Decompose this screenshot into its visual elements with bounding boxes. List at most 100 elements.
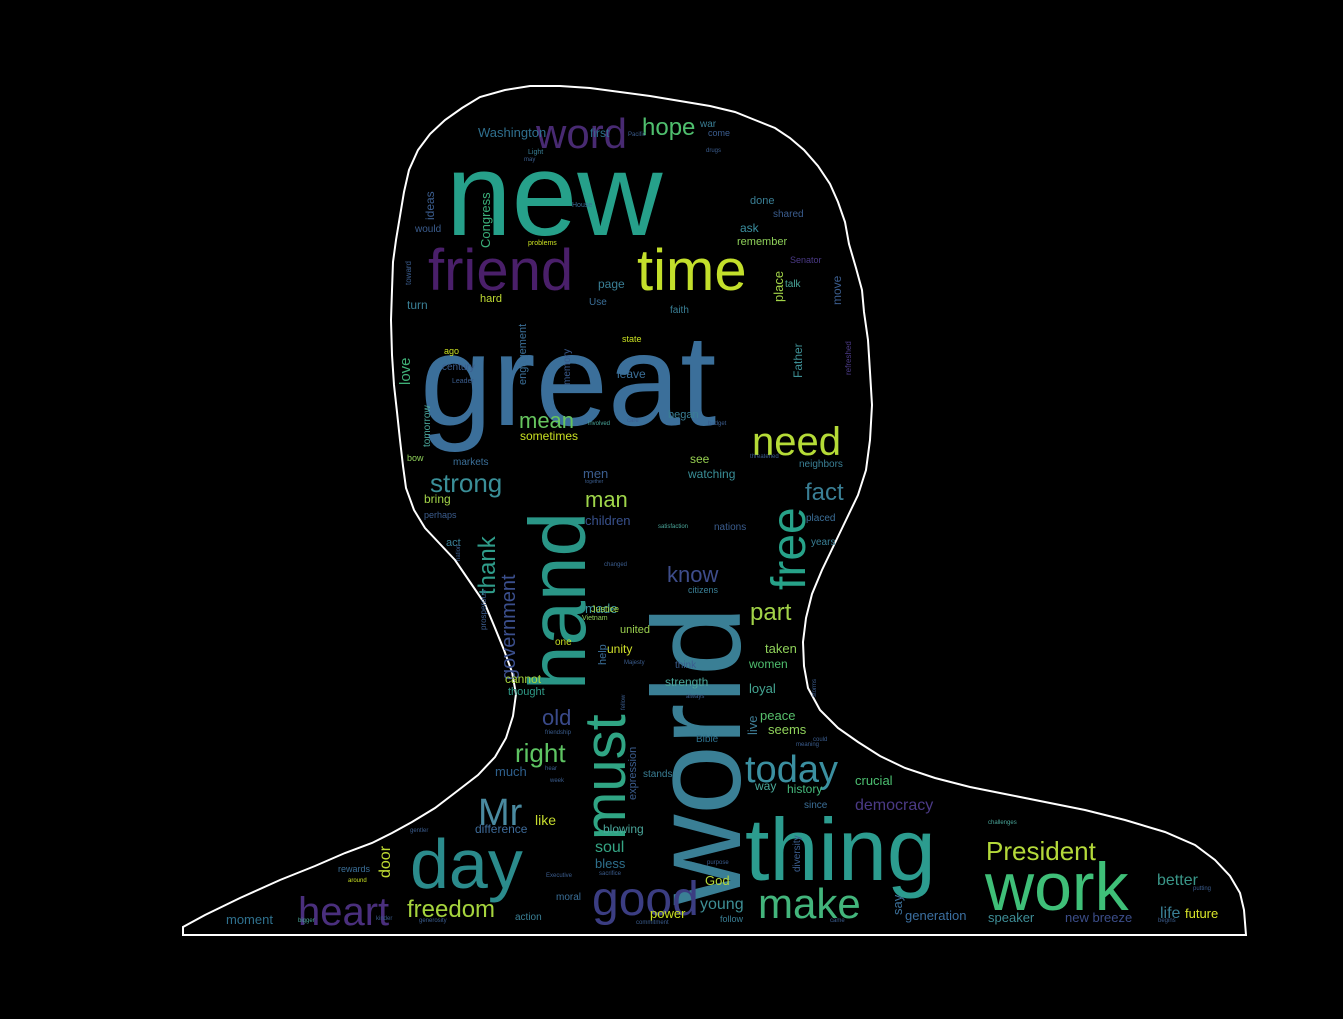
cloud-word: threatened [750, 454, 779, 460]
cloud-word: part [750, 599, 792, 626]
cloud-word: engagement [517, 324, 529, 385]
cloud-word: talk [785, 279, 802, 290]
cloud-word: fellow [621, 694, 627, 710]
cloud-word: tomorrow [422, 405, 433, 447]
cloud-word: refreshed [844, 341, 853, 375]
cloud-word: stands [643, 769, 672, 780]
cloud-word: live [745, 715, 760, 735]
cloud-word: God [705, 873, 730, 888]
cloud-word: thing [745, 800, 936, 899]
cloud-word: first [590, 126, 610, 140]
cloud-word: sacrifice [599, 871, 622, 877]
cloud-word: new breeze [1065, 910, 1132, 925]
cloud-word: changed [604, 562, 627, 568]
cloud-word: faith [670, 305, 689, 316]
cloud-word: Use [589, 297, 607, 308]
cloud-word: strength [665, 675, 708, 689]
cloud-word: week [549, 778, 565, 784]
cloud-word: make [758, 880, 861, 927]
cloud-word: peace [760, 708, 795, 723]
cloud-word: House [572, 202, 592, 209]
cloud-word: Majesty [624, 660, 645, 666]
cloud-word: blowing [603, 822, 644, 836]
cloud-word: work [984, 849, 1130, 925]
cloud-word: Congress [478, 192, 493, 248]
cloud-word: rewards [338, 864, 371, 874]
cloud-word: thank [474, 535, 501, 595]
cloud-word: moral [556, 892, 581, 903]
cloud-word: perhaps [424, 510, 457, 520]
cloud-word: century [442, 362, 475, 373]
cloud-word: right [515, 738, 566, 768]
cloud-word: done [750, 195, 774, 207]
cloud-word: life [1160, 905, 1181, 922]
cloud-word: Bible [696, 734, 719, 745]
cloud-word: great [420, 307, 716, 453]
cloud-word: memory [562, 349, 573, 385]
cloud-word: move [830, 275, 844, 305]
cloud-word: Justice [591, 604, 619, 614]
cloud-word: ago [444, 346, 459, 356]
cloud-word: Mr [478, 792, 523, 834]
cloud-word: friend [428, 238, 573, 303]
cloud-word: come [708, 128, 730, 138]
cloud-word: time [637, 238, 747, 303]
cloud-word: help [597, 644, 609, 665]
cloud-word: bless [595, 856, 626, 871]
cloud-word: government [498, 574, 520, 680]
cloud-word: children [585, 513, 631, 528]
cloud-word: sometimes [520, 429, 578, 443]
cloud-word: challenges [988, 820, 1017, 826]
cloud-word: generosity [419, 918, 447, 924]
cloud-word: ideas [423, 191, 437, 220]
cloud-word: thought [508, 686, 545, 698]
cloud-word: heart [298, 890, 389, 934]
cloud-word: always [686, 694, 704, 700]
silhouette-outline [182, 85, 1248, 936]
cloud-word: war [699, 119, 717, 130]
cloud-word: strong [430, 468, 502, 498]
cloud-word: nation [456, 545, 462, 561]
cloud-word: must [573, 714, 638, 840]
cloud-word: meaning [796, 742, 819, 748]
cloud-word: around [348, 878, 367, 884]
cloud-word: friendship [545, 730, 572, 736]
cloud-word: state [622, 334, 642, 344]
cloud-word: bigger [298, 918, 315, 924]
cloud-word: power [650, 906, 686, 921]
cloud-word: know [667, 562, 718, 587]
cloud-word: Senator [790, 255, 822, 265]
cloud-word: commitment [636, 920, 669, 926]
cloud-word: Vietnam [582, 615, 608, 622]
cloud-word: since [804, 800, 828, 811]
cloud-word: one [555, 637, 572, 648]
cloud-word: loyal [749, 681, 776, 696]
cloud-word: freedom [407, 896, 495, 923]
cloud-word: much [495, 764, 527, 779]
cloud-word: Pacific [628, 132, 646, 138]
cloud-word: future [1185, 906, 1218, 921]
cloud-word: men [583, 466, 608, 481]
cloud-word: act [446, 537, 461, 549]
cloud-word: placed [806, 513, 835, 524]
cloud-word: together [585, 479, 604, 485]
cloud-word: place [771, 271, 786, 302]
cloud-word: man [585, 487, 628, 512]
cloud-word: old [542, 705, 571, 730]
cloud-word: action [515, 912, 542, 923]
cloud-word: day [410, 825, 523, 903]
cloud-word: Washington [478, 125, 546, 140]
cloud-word: purpose [707, 860, 729, 866]
cloud-word: storms [812, 679, 818, 697]
cloud-word: made [585, 601, 618, 616]
cloud-word: toward [404, 261, 413, 285]
cloud-word: could [813, 737, 827, 743]
cloud-word: bow [407, 453, 424, 463]
cloud-word: history [787, 782, 822, 796]
cloud-word: satisfaction [658, 524, 688, 530]
cloud-word: hand [513, 512, 602, 690]
